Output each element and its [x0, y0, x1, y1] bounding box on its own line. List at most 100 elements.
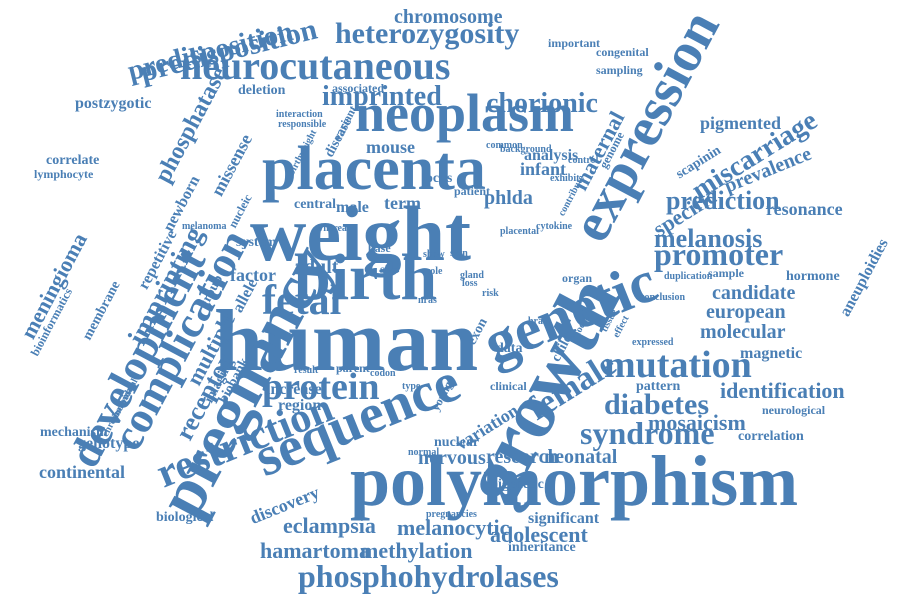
cloud-word: melanoma — [182, 221, 227, 232]
cloud-word: deletion — [238, 83, 286, 98]
cloud-word: biological — [156, 510, 214, 525]
cloud-word: result — [294, 365, 319, 376]
cloud-word: adult — [294, 256, 339, 278]
cloud-word: risk — [482, 288, 499, 299]
cloud-word: prediction — [666, 186, 780, 215]
cloud-word: identification — [720, 378, 845, 403]
cloud-word: lymphocyte — [34, 167, 94, 181]
cloud-word: protein — [262, 366, 380, 408]
cloud-word: factor — [230, 265, 276, 285]
cloud-word: brain — [528, 316, 552, 327]
cloud-word: whereas — [316, 223, 351, 234]
cloud-word: cytokine — [536, 221, 573, 232]
cloud-word: male — [336, 199, 369, 216]
cloud-word: syndrome — [580, 415, 715, 451]
cloud-word: control — [568, 155, 599, 166]
cloud-word: placental — [500, 226, 539, 237]
cloud-word: associated — [332, 81, 384, 95]
cloud-word: candidate — [712, 282, 796, 304]
cloud-word: chorionic — [486, 88, 598, 119]
cloud-word: codon — [370, 368, 396, 379]
cloud-word: birth — [294, 241, 438, 314]
cloud-word: show — [423, 249, 445, 260]
cloud-word: neurological — [762, 403, 826, 417]
cloud-word: interaction — [276, 109, 323, 120]
cloud-word: nras — [418, 295, 437, 306]
cloud-word: system — [236, 235, 277, 250]
cloud-word: continental — [39, 462, 126, 482]
cloud-word: research — [486, 446, 559, 468]
cloud-word: significant — [528, 510, 600, 527]
cloud-word: responsible — [278, 119, 327, 130]
cloud-word: infant — [520, 159, 567, 179]
cloud-word: epigenetic — [484, 477, 544, 492]
cloud-word: gland — [460, 270, 484, 281]
cloud-word: important — [548, 36, 600, 50]
cloud-word: neoplasm — [355, 83, 575, 143]
cloud-word: sample — [708, 266, 744, 280]
cloud-word: neonatal — [544, 446, 618, 468]
cloud-word: hamartoma — [260, 538, 370, 563]
cloud-word: expressed — [632, 337, 674, 348]
cloud-word: hormone — [786, 269, 840, 284]
cloud-word: nervous — [418, 447, 486, 469]
cloud-word: imprinted — [322, 81, 442, 112]
cloud-word: loss — [462, 278, 478, 289]
cloud-word: data — [496, 341, 523, 356]
cloud-word: region — [278, 397, 322, 414]
cloud-word: polymorphism — [350, 441, 799, 521]
cloud-word: molecular — [700, 321, 786, 343]
cloud-word: conclusion — [640, 292, 686, 303]
cloud-word: size — [380, 262, 399, 276]
cloud-word: genotype — [78, 435, 140, 452]
cloud-word: base — [368, 241, 391, 255]
cloud-word: magnetic — [740, 345, 803, 362]
cloud-word: normal — [408, 447, 440, 458]
cloud-word: diabetes — [604, 388, 709, 421]
cloud-word: neurocutaneous — [180, 43, 451, 88]
cloud-word: mouse — [366, 137, 415, 157]
cloud-word: melanocytic — [397, 515, 510, 540]
cloud-word: methylation — [360, 538, 473, 563]
cloud-word: chromosome — [394, 6, 503, 28]
cloud-word: skin — [450, 248, 468, 259]
cloud-word: sampling — [596, 63, 643, 77]
cloud-word: organ — [562, 271, 592, 285]
cloud-word: fetal — [262, 278, 342, 324]
cloud-word: missense — [206, 130, 257, 200]
cloud-word: resonance — [766, 199, 843, 219]
cloud-word: mechanism — [40, 425, 108, 440]
cloud-word: term — [384, 193, 421, 213]
cloud-word: european — [706, 301, 786, 323]
cloud-word: correlation — [738, 429, 804, 444]
cloud-word: parent — [336, 361, 370, 375]
cloud-word: phosphohydrolases — [298, 558, 559, 594]
cloud-word: heterozygosity — [335, 17, 520, 50]
cloud-word: phlda — [484, 187, 533, 209]
cloud-word: inheritance — [508, 540, 576, 555]
cloud-word: adolescent — [490, 522, 588, 547]
cloud-word: eclampsia — [283, 513, 376, 538]
cloud-word: central — [294, 197, 336, 212]
cloud-word: membrane — [80, 278, 124, 343]
cloud-word: increase — [266, 381, 322, 398]
cloud-word: role — [426, 266, 443, 277]
cloud-word: melanosis — [654, 224, 763, 253]
cloud-word: locus — [422, 171, 453, 186]
cloud-word: pigmented — [700, 113, 781, 133]
cloud-word: common — [486, 140, 523, 151]
cloud-word: congenital — [596, 45, 649, 59]
cloud-word: promoter — [654, 236, 784, 272]
cloud-word: clinical — [490, 379, 527, 393]
cloud-word: analysis — [524, 147, 579, 164]
cloud-word: patient — [454, 184, 490, 198]
cloud-word: postzygotic — [75, 95, 152, 112]
cloud-word: pregnancies — [426, 509, 477, 520]
cloud-word: background — [500, 144, 552, 155]
cloud-word: duplication — [664, 271, 713, 282]
cloud-word: pattern — [636, 379, 681, 394]
cloud-word: mosaicism — [648, 410, 746, 435]
cloud-word: nuclear — [434, 435, 480, 450]
cloud-word: mutation — [604, 344, 752, 386]
